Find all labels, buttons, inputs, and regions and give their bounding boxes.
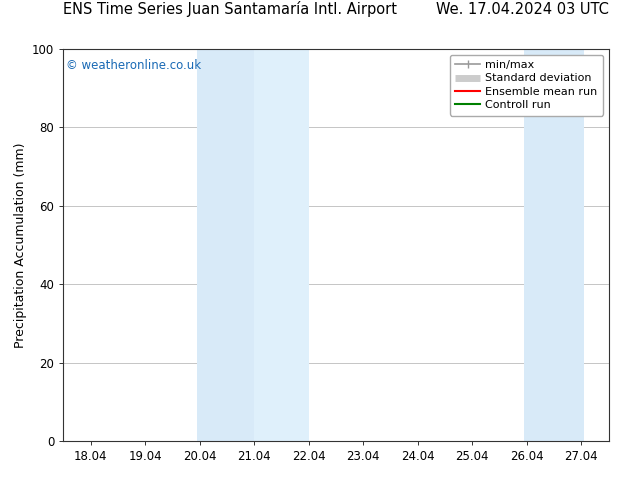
Text: ENS Time Series Juan Santamaría Intl. Airport: ENS Time Series Juan Santamaría Intl. Ai… xyxy=(63,1,398,17)
Legend: min/max, Standard deviation, Ensemble mean run, Controll run: min/max, Standard deviation, Ensemble me… xyxy=(450,54,603,116)
Bar xyxy=(254,49,309,441)
Bar xyxy=(524,49,584,441)
Y-axis label: Precipitation Accumulation (mm): Precipitation Accumulation (mm) xyxy=(13,142,27,348)
Text: We. 17.04.2024 03 UTC: We. 17.04.2024 03 UTC xyxy=(436,2,609,17)
Text: © weatheronline.co.uk: © weatheronline.co.uk xyxy=(66,59,201,72)
Bar xyxy=(197,49,254,441)
